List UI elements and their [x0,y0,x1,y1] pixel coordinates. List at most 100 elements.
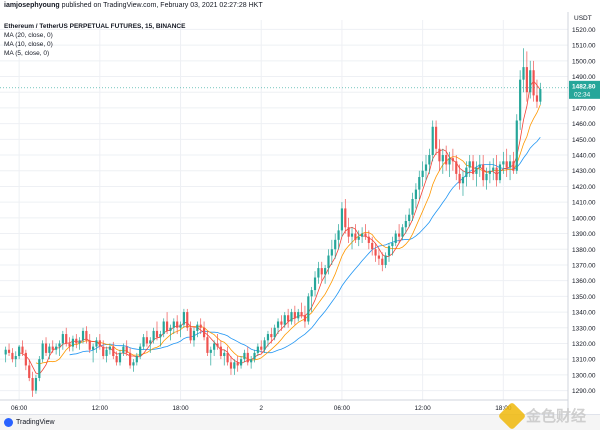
candle-body [61,334,64,344]
candle-body [260,346,263,350]
candle-body [7,349,11,353]
candle-body [475,167,478,174]
candle-body [424,164,428,171]
legend-symbol: Ethereum / TetherUS PERPETUAL FUTURES, 1… [4,23,186,30]
candle-body [21,346,24,353]
candle-body [330,249,333,256]
chart-area[interactable]: 1290.00 1300.00 1310.00 1320.00 1330.00 1340.… [0,12,600,430]
candle-body [398,233,401,237]
candle-body [529,70,532,93]
candle-body [434,126,438,149]
candle-body [196,324,199,331]
legend-ma20[interactable]: MA (20, close, 0) [4,32,53,39]
price-tick-label: 1520.00 [572,27,596,34]
candle-body [303,315,307,322]
candle-body [68,343,71,347]
candle-body [31,378,34,391]
candle-body [404,220,407,228]
candle-body [313,277,317,291]
author-name[interactable]: iamjosephyoung [4,2,60,9]
candle-body [327,255,330,269]
price-tick-label: 1410.00 [572,200,596,207]
candle-body [300,312,303,316]
candlestick-chart[interactable]: 1290.00 1300.00 1310.00 1320.00 1330.00 1340.… [0,12,600,430]
candle-body [266,334,270,341]
candle-body [95,340,98,347]
candle-body [233,362,236,369]
candle-body [139,346,142,357]
candle-body [374,249,377,256]
price-tick-label: 1420.00 [572,184,596,191]
footer-bar: TradingView [0,414,600,430]
time-tick-label: 06:00 [11,405,28,412]
price-tick-label: 1440.00 [572,153,596,160]
price-tick-label: 1290.00 [572,388,596,395]
candle-body [169,327,172,331]
legend-ma5[interactable]: MA (5, close, 0) [4,50,50,57]
candle-body [488,170,491,174]
candle-body [508,161,512,168]
candle-body [347,227,350,237]
candle-body [243,352,246,360]
last-price-label: 1482.80 [572,83,596,90]
candle-body [354,233,357,240]
candle-body [105,349,108,357]
price-tick-label: 1350.00 [572,294,596,301]
candle-body [14,356,17,360]
candle-body [310,290,313,297]
candle-body [223,352,226,357]
price-tick-label: 1470.00 [572,105,596,112]
candle-body [179,324,182,328]
candle-body [307,296,310,322]
price-tick-label: 1400.00 [572,215,596,222]
candle-body [455,161,458,174]
candle-body [515,120,518,171]
candle-body [34,378,38,391]
candle-body [408,214,411,221]
candle-body [293,312,296,319]
candle-body [273,327,276,338]
price-tick-label: 1370.00 [572,262,596,269]
tradingview-logo[interactable]: TradingView [4,418,55,427]
candle-body [44,343,48,353]
candle-body [283,315,286,325]
candle-body [485,173,488,181]
candle-body [149,340,152,344]
candle-body [135,356,138,363]
candle-body [250,359,253,363]
countdown-label: 02:34 [574,91,591,98]
candle-body [401,227,404,237]
candle-body [58,343,61,347]
candle-body [78,340,81,344]
legend-ma10[interactable]: MA (10, close, 0) [4,41,53,48]
candle-body [334,239,337,250]
candle-body [118,352,122,363]
candle-body [411,199,414,215]
candle-body [202,327,206,338]
candle-body [361,233,364,237]
candle-body [41,343,44,360]
candle-body [246,352,249,363]
candle-body [172,321,175,328]
candle-body [317,268,320,278]
candle-body [519,79,522,121]
candle-body [512,161,515,171]
candle-body [226,352,229,363]
candle-body [448,158,451,165]
candle-body [482,164,485,181]
candle-body [18,346,21,357]
candle-body [357,236,360,240]
candle-body [152,330,155,341]
candle-body [186,312,189,328]
time-tick-label: 12:00 [92,405,109,412]
candle-body [495,167,498,181]
price-tick-label: 1330.00 [572,325,596,332]
price-tick-label: 1430.00 [572,168,596,175]
candle-body [337,230,340,240]
ma5-line [19,80,541,375]
candle-body [270,334,273,338]
candle-body [115,356,118,363]
candle-body [441,155,444,162]
candle-body [445,155,448,165]
candle-body [350,233,354,237]
